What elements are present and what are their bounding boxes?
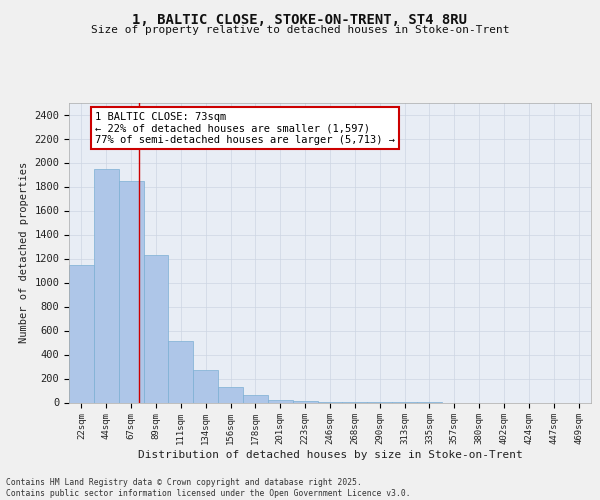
Bar (243, 396, 268, 402)
X-axis label: Distribution of detached houses by size in Stoke-on-Trent: Distribution of detached houses by size … (137, 450, 523, 460)
Text: Size of property relative to detached houses in Stoke-on-Trent: Size of property relative to detached ho… (91, 25, 509, 35)
Bar (143, 255, 169, 402)
Text: 1, BALTIC CLOSE, STOKE-ON-TRENT, ST4 8RU: 1, BALTIC CLOSE, STOKE-ON-TRENT, ST4 8RU (133, 12, 467, 26)
Bar (193, 370, 218, 402)
Bar (119, 180, 143, 402)
Bar (94, 168, 119, 402)
Text: 1 BALTIC CLOSE: 73sqm
← 22% of detached houses are smaller (1,597)
77% of semi-d: 1 BALTIC CLOSE: 73sqm ← 22% of detached … (95, 112, 395, 144)
Bar (268, 400, 293, 402)
Bar (218, 387, 243, 402)
Bar (169, 342, 193, 402)
Bar (69, 264, 94, 402)
Text: Contains HM Land Registry data © Crown copyright and database right 2025.
Contai: Contains HM Land Registry data © Crown c… (6, 478, 410, 498)
Y-axis label: Number of detached properties: Number of detached properties (19, 162, 29, 343)
